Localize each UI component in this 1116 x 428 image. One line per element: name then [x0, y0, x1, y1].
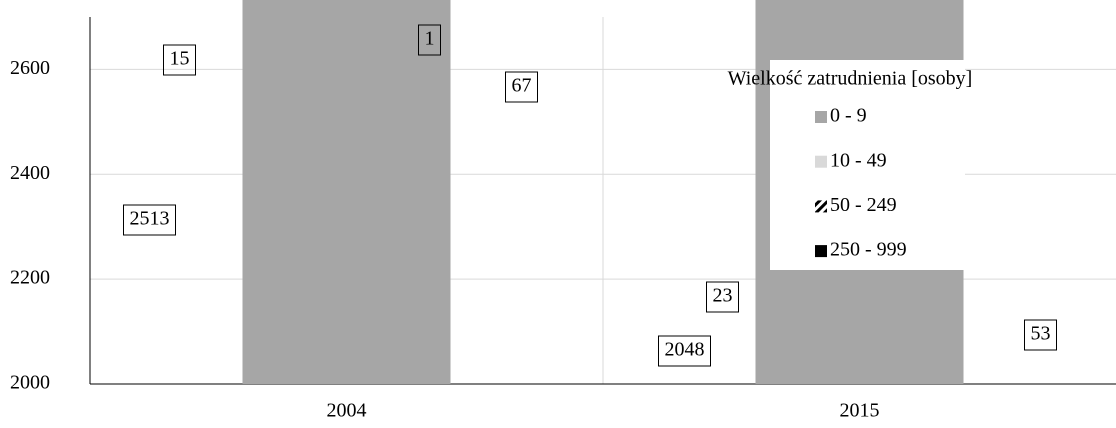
bar-segment [242, 0, 451, 384]
data-label-box [123, 204, 176, 236]
data-label: 15 [170, 48, 190, 70]
legend-bg [770, 60, 965, 270]
data-label-box [418, 24, 441, 56]
y-tick-label: 2600 [10, 57, 50, 79]
data-label: 67 [512, 75, 532, 97]
data-label-box [706, 281, 739, 313]
y-tick-label: 2400 [10, 162, 50, 184]
legend-swatch [815, 111, 827, 123]
data-label: 2513 [130, 208, 170, 230]
legend-swatch [815, 245, 827, 258]
data-label-box [505, 71, 538, 103]
x-tick-label: 2004 [327, 400, 367, 422]
legend-title: Wielkość zatrudnienia [osoby] [728, 68, 973, 90]
data-label-box [658, 335, 711, 367]
data-label: 2048 [665, 339, 705, 361]
data-label: 23 [713, 285, 733, 307]
y-tick-label: 2000 [10, 372, 50, 394]
legend-label: 50 - 249 [830, 194, 897, 216]
data-label-box [163, 44, 196, 76]
legend-label: 250 - 999 [830, 239, 907, 261]
legend-label: 0 - 9 [830, 105, 867, 127]
legend-swatch [815, 155, 827, 168]
legend-label: 10 - 49 [830, 149, 887, 171]
data-label: 53 [1031, 323, 1051, 345]
data-label-box [1024, 319, 1057, 351]
x-tick-label: 2015 [840, 400, 880, 422]
data-label: 1 [425, 28, 435, 50]
legend-swatch [815, 200, 827, 213]
y-tick-label: 2200 [10, 267, 50, 289]
